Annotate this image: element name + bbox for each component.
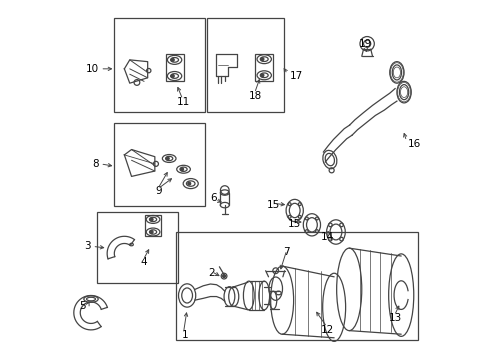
Text: 2: 2 — [208, 268, 214, 278]
Circle shape — [150, 230, 153, 233]
Text: 13: 13 — [387, 313, 401, 323]
Bar — [255, 54, 273, 81]
Bar — [145, 215, 161, 236]
Text: 15: 15 — [267, 200, 280, 210]
Circle shape — [171, 58, 174, 61]
Text: 9: 9 — [155, 186, 162, 197]
Text: 3: 3 — [84, 241, 91, 251]
Bar — [206, 18, 284, 112]
Circle shape — [180, 168, 183, 171]
Bar — [165, 54, 183, 81]
Text: 4: 4 — [141, 257, 147, 267]
Circle shape — [150, 218, 153, 221]
Circle shape — [171, 75, 174, 77]
Text: 12: 12 — [320, 325, 333, 335]
Text: 8: 8 — [92, 159, 99, 169]
Circle shape — [166, 157, 169, 160]
Text: 15: 15 — [287, 219, 301, 229]
Circle shape — [222, 275, 225, 278]
Circle shape — [187, 182, 190, 185]
Text: 5: 5 — [79, 301, 86, 311]
Bar — [175, 232, 418, 339]
Bar — [113, 123, 204, 206]
Text: 14: 14 — [320, 232, 333, 242]
Circle shape — [261, 58, 264, 60]
Text: 10: 10 — [86, 64, 99, 74]
Text: 1: 1 — [182, 330, 188, 340]
Circle shape — [261, 74, 264, 77]
Bar — [97, 212, 178, 283]
Text: 6: 6 — [210, 193, 217, 203]
Text: 18: 18 — [248, 91, 262, 101]
Bar — [113, 18, 204, 112]
Text: 17: 17 — [289, 71, 302, 81]
Text: 19: 19 — [358, 39, 371, 49]
Text: 11: 11 — [177, 97, 190, 107]
Text: 16: 16 — [407, 139, 420, 149]
Text: 7: 7 — [283, 247, 289, 257]
